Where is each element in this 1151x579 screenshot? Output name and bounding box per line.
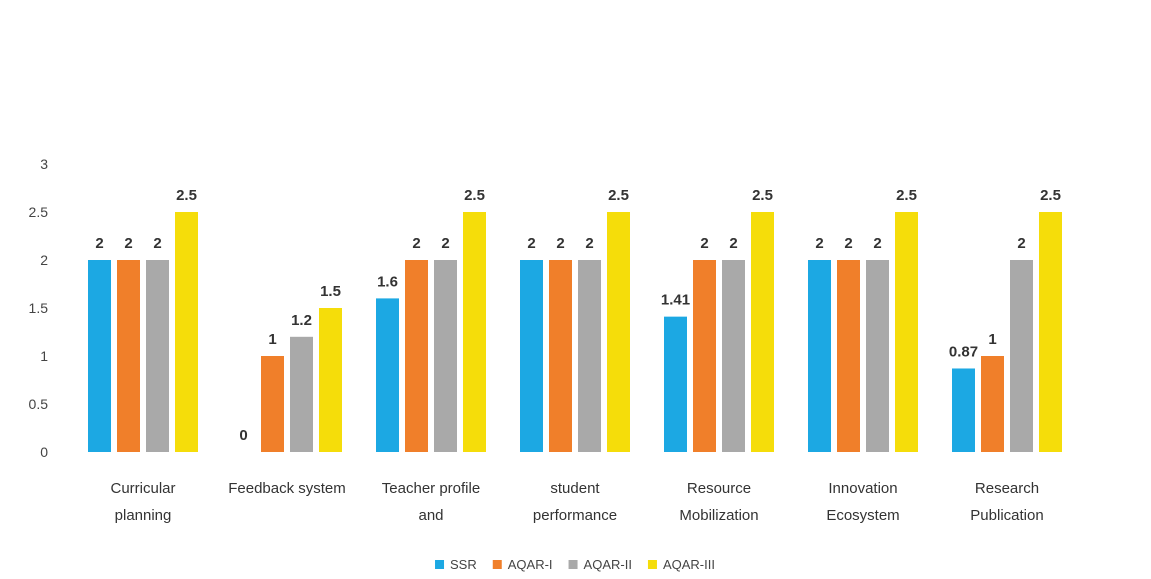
category-label: Feedback system [228,480,346,497]
category-label: student [550,480,600,497]
bar-aqar-ii [866,260,889,452]
bar-aqar-i [693,260,716,452]
data-label: 2.5 [464,187,485,204]
data-label: 0 [239,427,247,444]
data-label: 1.6 [377,273,398,290]
data-label: 2.5 [608,187,629,204]
data-label: 2 [556,235,564,252]
legend-label: SSR [450,557,477,572]
bar-aqar-i [549,260,572,452]
bar-aqar-i [981,356,1004,452]
data-label: 2 [700,235,708,252]
data-label: 2 [527,235,535,252]
legend-swatch [568,560,578,569]
category-label: Publication [970,507,1043,524]
category-label: and [418,507,443,524]
bar-aqar-ii [722,260,745,452]
bar-aqar-iii [319,308,342,452]
data-label: 2.5 [1040,187,1061,204]
bar-aqar-ii [434,260,457,452]
bar-aqar-ii [290,336,313,452]
category-label: planning [115,507,172,524]
bar-aqar-iii [895,212,918,452]
y-tick-label: 2.5 [29,204,49,220]
x-axis: Curricular planning Feedback system Teacher… [110,480,1043,524]
bar-aqar-ii [146,260,169,452]
legend: SSR AQAR-I AQAR-II AQAR-III [435,557,715,572]
data-label: 1.41 [661,292,690,309]
legend-swatch [647,560,657,569]
bar-aqar-i [117,260,140,452]
bar-aqar-i [405,260,428,452]
y-tick-label: 2 [40,252,48,268]
data-label: 2 [729,235,737,252]
data-label: 2 [95,235,103,252]
data-label: 2 [815,235,823,252]
legend-label: AQAR-II [584,557,632,572]
data-label: 0.87 [949,343,978,360]
data-label: 1.5 [320,283,341,300]
category-label: Ecosystem [826,507,899,524]
category-label: Research [975,480,1039,497]
data-label: 2.5 [896,187,917,204]
category-label: Resource [687,480,751,497]
bar-aqar-iii [175,212,198,452]
bar-ssr [664,316,687,452]
bar-aqar-ii [1010,260,1033,452]
y-axis: 0 0.5 1 1.5 2 2.5 3 [29,156,49,460]
bar-aqar-i [837,260,860,452]
y-tick-label: 1.5 [29,300,49,316]
y-tick-label: 0 [40,444,48,460]
data-label: 1.2 [291,312,312,329]
legend-label: AQAR-I [508,557,553,572]
data-label: 2.5 [752,187,773,204]
category-label: Teacher profile [382,480,480,497]
data-label: 1 [268,331,276,348]
bars [88,212,1062,452]
bar-aqar-iii [1039,212,1062,452]
bar-ssr [520,260,543,452]
data-label: 2 [585,235,593,252]
legend-swatch [435,560,445,569]
data-label: 2 [1017,235,1025,252]
data-labels: 2 2 2 2.5 0 1 1.2 1.5 1.6 2 2 2.5 2 2 2 2.5 1.41 2 2 2.5 2 2 2… [95,187,1061,444]
y-tick-label: 0.5 [29,396,49,412]
bar-aqar-ii [578,260,601,452]
data-label: 2 [873,235,881,252]
data-label: 2 [844,235,852,252]
legend-swatch [492,560,502,569]
data-label: 2 [153,235,161,252]
bar-aqar-iii [463,212,486,452]
bar-aqar-iii [607,212,630,452]
data-label: 1 [988,331,996,348]
bar-ssr [808,260,831,452]
data-label: 2 [441,235,449,252]
bar-aqar-i [261,356,284,452]
y-tick-label: 3 [40,156,48,172]
category-label: Curricular [110,480,175,497]
y-tick-label: 1 [40,348,48,364]
category-label: Innovation [828,480,897,497]
bar-ssr [376,298,399,452]
data-label: 2.5 [176,187,197,204]
data-label: 2 [412,235,420,252]
bar-ssr [952,368,975,452]
bar-aqar-iii [751,212,774,452]
legend-label: AQAR-III [663,557,715,572]
data-label: 2 [124,235,132,252]
category-label: Mobilization [679,507,758,524]
bar-ssr [88,260,111,452]
category-label: performance [533,507,617,524]
